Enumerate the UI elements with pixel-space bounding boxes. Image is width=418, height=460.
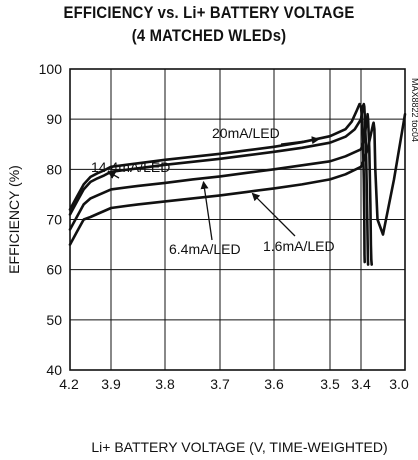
x-axis-label: Li+ BATTERY VOLTAGE (V, TIME-WEIGHTED) xyxy=(91,439,387,455)
y-tick-label: 50 xyxy=(46,312,62,328)
annotation-label: 1.6mA/LED xyxy=(263,238,335,254)
y-tick-labels: 40 50 60 70 80 90 100 xyxy=(39,61,63,378)
series-line xyxy=(68,102,367,264)
chart-subtitle: (4 MATCHED WLEDs) xyxy=(131,27,287,45)
annotation-label: 14.4mA/LED xyxy=(91,159,170,175)
x-tick-labels: 4.2 3.9 3.8 3.7 3.6 3.5 3.4 3.0 xyxy=(59,376,409,392)
x-tick-label: 4.2 xyxy=(59,376,79,392)
x-tick-label: 3.9 xyxy=(101,376,121,392)
annotation-arrow xyxy=(280,136,320,145)
x-tick-label: 3.7 xyxy=(210,376,230,392)
chart-title: EFFICIENCY vs. Li+ BATTERY VOLTAGE xyxy=(63,4,355,22)
series-lines xyxy=(68,102,407,266)
annotation-arrow xyxy=(107,171,120,179)
x-tick-label: 3.6 xyxy=(264,376,284,392)
x-tick-label: 3.4 xyxy=(351,376,371,392)
annotation-label: 20mA/LED xyxy=(212,125,280,141)
x-tick-label: 3.5 xyxy=(320,376,340,392)
y-tick-label: 70 xyxy=(46,212,62,228)
annotation-arrow xyxy=(251,192,296,237)
y-tick-label: 80 xyxy=(46,161,62,177)
y-tick-label: 40 xyxy=(46,362,62,378)
y-tick-label: 60 xyxy=(46,262,62,278)
x-tick-label: 3.0 xyxy=(389,376,409,392)
x-tick-label: 3.8 xyxy=(155,376,175,392)
plot-frame xyxy=(69,68,406,371)
y-tick-label: 90 xyxy=(46,111,62,127)
series-line xyxy=(68,112,407,246)
figure-code-label: MAX8822 toc04 xyxy=(410,78,418,142)
annotation-label: 6.4mA/LED xyxy=(169,241,241,257)
annotation-arrow xyxy=(200,180,213,241)
y-axis-label: EFFICIENCY (%) xyxy=(6,165,22,274)
y-tick-label: 100 xyxy=(39,61,63,77)
annotations: 20mA/LED 14.4mA/LED 6.4mA/LED 1.6mA/LED xyxy=(91,125,335,257)
